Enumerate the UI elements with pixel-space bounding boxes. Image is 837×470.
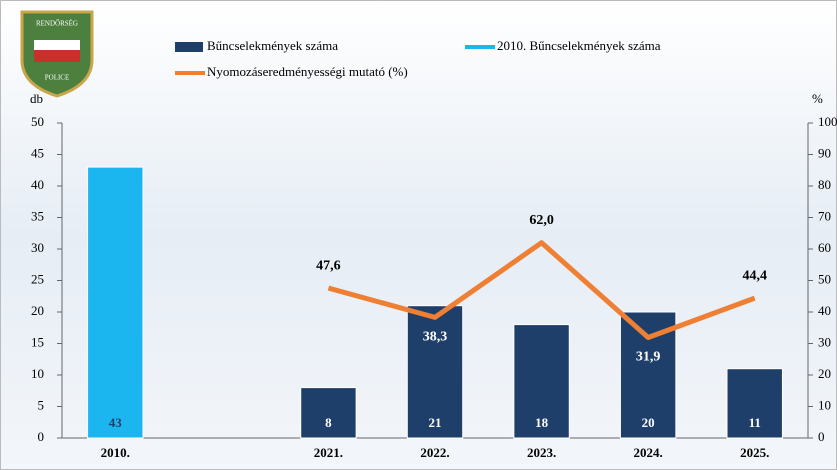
y2-axis-label: %: [812, 91, 823, 106]
bar-label: 43: [109, 415, 123, 430]
y-tick-label: 40: [31, 177, 44, 192]
y-tick-label: 30: [31, 240, 44, 255]
logo-top: RENDŐRSÉG: [36, 20, 78, 28]
legend-label: Bűncselekmények száma: [207, 38, 338, 53]
line-label: 47,6: [316, 258, 341, 273]
line-label: 62,0: [529, 213, 554, 228]
x-tick-label: 2021.: [314, 445, 343, 460]
line-label: 31,9: [636, 350, 661, 365]
y-tick-label: 15: [31, 334, 44, 349]
y-tick-label: 35: [31, 208, 44, 223]
chart: RENDŐRSÉG POLICE db % 0 5 10 15 20 25 30 35 40 45…: [0, 0, 837, 470]
legend-label: Nyomozáseredményességi mutató (%): [207, 64, 408, 79]
line-label: 44,4: [742, 268, 767, 283]
y-tick-label: 45: [31, 145, 44, 160]
bar-label: 18: [535, 415, 549, 430]
y2-tick-label: 60: [818, 240, 831, 255]
x-tick-label: 2024.: [634, 445, 663, 460]
y2-tick-label: 20: [818, 366, 831, 381]
y2-tick-label: 10: [818, 397, 831, 412]
y2-tick-label: 40: [818, 303, 831, 318]
line-label: 38,3: [423, 330, 448, 345]
y2-tick-label: 50: [818, 271, 831, 286]
y2-tick-label: 30: [818, 334, 831, 349]
y2-tick-label: 100: [818, 114, 837, 129]
x-tick-label: 2010.: [101, 445, 130, 460]
y-tick-label: 50: [31, 114, 44, 129]
bar: [301, 388, 356, 438]
logo: RENDŐRSÉG POLICE: [22, 12, 92, 96]
bar-label: 8: [325, 415, 332, 430]
bar-label: 11: [749, 415, 761, 430]
legend-marker: [175, 42, 203, 52]
logo-bottom: POLICE: [45, 74, 70, 82]
x-tick-label: 2022.: [420, 445, 449, 460]
y-tick-label: 25: [31, 271, 44, 286]
y2-tick-label: 90: [818, 145, 831, 160]
y-axis-label: db: [30, 91, 43, 106]
bar-label: 21: [429, 415, 442, 430]
y-tick-label: 20: [31, 303, 44, 318]
legend-label: 2010. Bűncselekmények száma: [497, 38, 661, 53]
bar: [88, 167, 143, 438]
x-tick-label: 2023.: [527, 445, 556, 460]
y2-tick-label: 80: [818, 177, 831, 192]
bar-label: 20: [642, 415, 655, 430]
x-tick-label: 2025.: [740, 445, 769, 460]
y2-tick-label: 0: [818, 429, 825, 444]
y-tick-label: 0: [38, 429, 45, 444]
y2-tick-label: 70: [818, 208, 831, 223]
y-tick-label: 10: [31, 366, 44, 381]
y-tick-label: 5: [38, 397, 45, 412]
